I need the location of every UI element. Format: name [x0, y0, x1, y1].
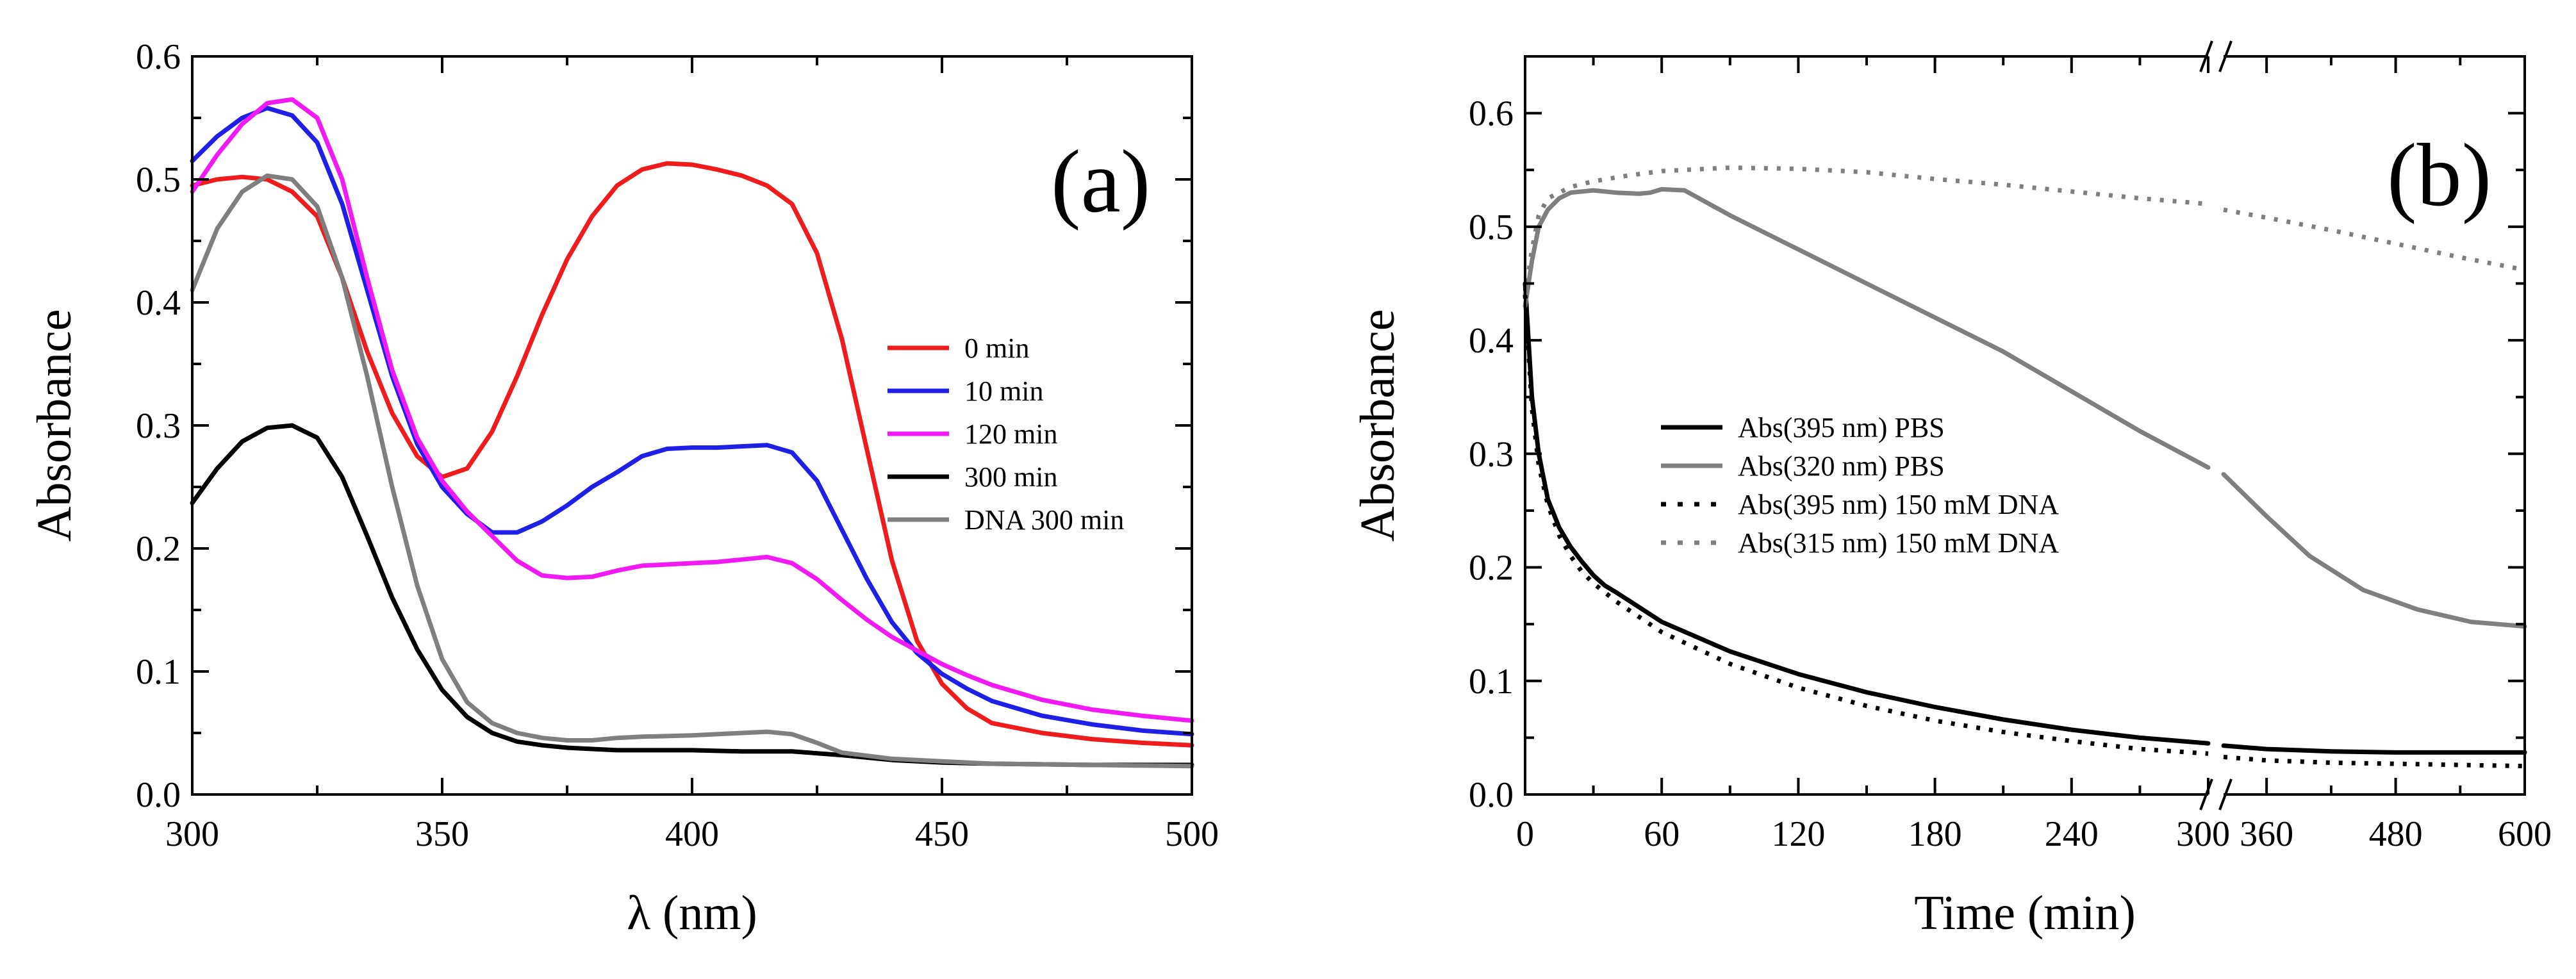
- panel-b-series-group: [1523, 165, 2527, 769]
- panel-b-y-tick-label: 0.6: [1469, 94, 1514, 134]
- panel-a-chart: 300 350 400 450 500 0.0 0.1 0.2 0.3 0.4 0.5 0.6 (a)…: [28, 37, 1219, 940]
- panel-b-legend-label: Abs(395 nm) PBS: [1738, 412, 1945, 443]
- panel-b-x-tick-label: 300: [2176, 814, 2230, 854]
- panel-b-plot-frame: [1524, 55, 2526, 796]
- panel-b-top-axis-break-mark: [2218, 40, 2233, 72]
- panel-a-x-tick-label: 500: [1165, 814, 1219, 854]
- panel-a-legend: 0 min 10 min 120 min 300 min DNA 300 min: [888, 333, 1124, 536]
- panel-b-series-line-abs-395-nm-pbs: [2221, 743, 2527, 755]
- panel-a-label: (a): [1051, 132, 1150, 231]
- panel-b-x-tick-label: 240: [2045, 814, 2099, 854]
- panel-b-top-axis-break-gap: [2208, 49, 2224, 64]
- panel-a-y-tick-label: 0.5: [136, 160, 181, 200]
- panel-b-series-line-abs-320-nm-pbs: [2221, 472, 2527, 629]
- panel-a-x-tick-label: 450: [915, 814, 969, 854]
- panel-b-y-tick-label: 0.0: [1469, 775, 1514, 815]
- panel-b-bottom-axis-break-mark: [2218, 778, 2233, 810]
- panel-b-top-axis-break-mark: [2199, 40, 2213, 72]
- panel-a-legend-label: 120 min: [964, 418, 1057, 450]
- panel-a-x-tick-label: 350: [415, 814, 469, 854]
- panel-b-bottom-axis-break-gap: [2208, 787, 2224, 802]
- panel-b-series-line-abs-395-nm-150-mm-dna: [1523, 294, 2209, 756]
- panel-b-x-tick-label: 480: [2369, 814, 2423, 854]
- panel-a-y-tick-label: 0.0: [136, 775, 181, 815]
- panel-a-series-line-120-min: [190, 97, 1194, 723]
- panel-b-y-tick-label: 0.2: [1469, 548, 1514, 588]
- panel-a-x-tick-label: 300: [165, 814, 219, 854]
- panel-b-series-line-abs-320-nm-pbs: [1523, 186, 2211, 470]
- panel-b-label: (b): [2387, 126, 2491, 225]
- panel-a-legend-label: DNA 300 min: [964, 504, 1124, 536]
- panel-a-x-axis-title: λ (nm): [627, 886, 757, 940]
- panel-b-y-tick-label: 0.3: [1469, 434, 1514, 474]
- panel-b-x-tick-label: 180: [1908, 814, 1962, 854]
- panel-a-y-tick-label: 0.6: [136, 37, 181, 77]
- panel-a-y-tick-label: 0.1: [136, 652, 181, 692]
- panel-b-legend: Abs(395 nm) PBS Abs(320 nm) PBS Abs(395 nm…: [1661, 412, 2059, 559]
- panel-a-legend-label: 300 min: [964, 461, 1057, 493]
- panel-b-ticks: 0 60 120 180 240 300 360 480 600 0.0 0.1 0.2 0.3 0.4 0…: [1469, 55, 2552, 854]
- panel-b-series-line-abs-315-nm-150-mm-dna: [1523, 165, 2209, 295]
- panel-a-series-line-0-min: [190, 161, 1194, 748]
- panel-a-series-group: [190, 97, 1194, 769]
- panel-b-y-tick-label: 0.1: [1469, 662, 1514, 702]
- panel-b-x-tick-label: 600: [2498, 814, 2552, 854]
- panel-b-chart: 0 60 120 180 240 300 360 480 600 0.0 0.1 0.2 0.3 0.4 0…: [1351, 40, 2552, 940]
- panel-a-ticks: 300 350 400 450 500 0.0 0.1 0.2 0.3 0.4 0.5 0.6: [136, 37, 1219, 854]
- panel-b-series-line-abs-395-nm-150-mm-dna: [2223, 755, 2525, 769]
- panel-b-x-tick-label: 360: [2240, 814, 2293, 854]
- panel-b-y-tick-label: 0.5: [1469, 208, 1514, 247]
- panel-b-x-axis-title: Time (min): [1914, 886, 2136, 940]
- panel-b-x-tick-label: 0: [1516, 814, 1534, 854]
- panel-b-legend-label: Abs(320 nm) PBS: [1738, 450, 1945, 482]
- panel-a-y-tick-label: 0.4: [136, 283, 181, 323]
- panel-a-series-line-dna-300-min: [190, 173, 1194, 769]
- panel-b-bottom-axis-break-mark: [2199, 778, 2213, 810]
- panel-b-legend-label: Abs(315 nm) 150 mM DNA: [1738, 527, 2059, 559]
- panel-b-x-tick-label: 60: [1644, 814, 1680, 854]
- panel-a-y-tick-label: 0.3: [136, 406, 181, 446]
- panel-a-series-line-10-min: [190, 106, 1194, 737]
- panel-a-legend-label: 0 min: [964, 333, 1029, 364]
- panel-a-y-axis-title: Absorbance: [28, 309, 81, 542]
- panel-b-y-axis-title: Absorbance: [1351, 309, 1405, 542]
- panel-b-y-tick-label: 0.4: [1469, 321, 1514, 361]
- panel-a-legend-label: 10 min: [964, 375, 1043, 407]
- panel-b-series-line-abs-315-nm-150-mm-dna: [2223, 207, 2525, 272]
- panel-b-x-tick-label: 120: [1771, 814, 1825, 854]
- panel-a-x-tick-label: 400: [665, 814, 719, 854]
- panel-a-y-tick-label: 0.2: [136, 529, 181, 569]
- panel-b-legend-label: Abs(395 nm) 150 mM DNA: [1738, 489, 2059, 520]
